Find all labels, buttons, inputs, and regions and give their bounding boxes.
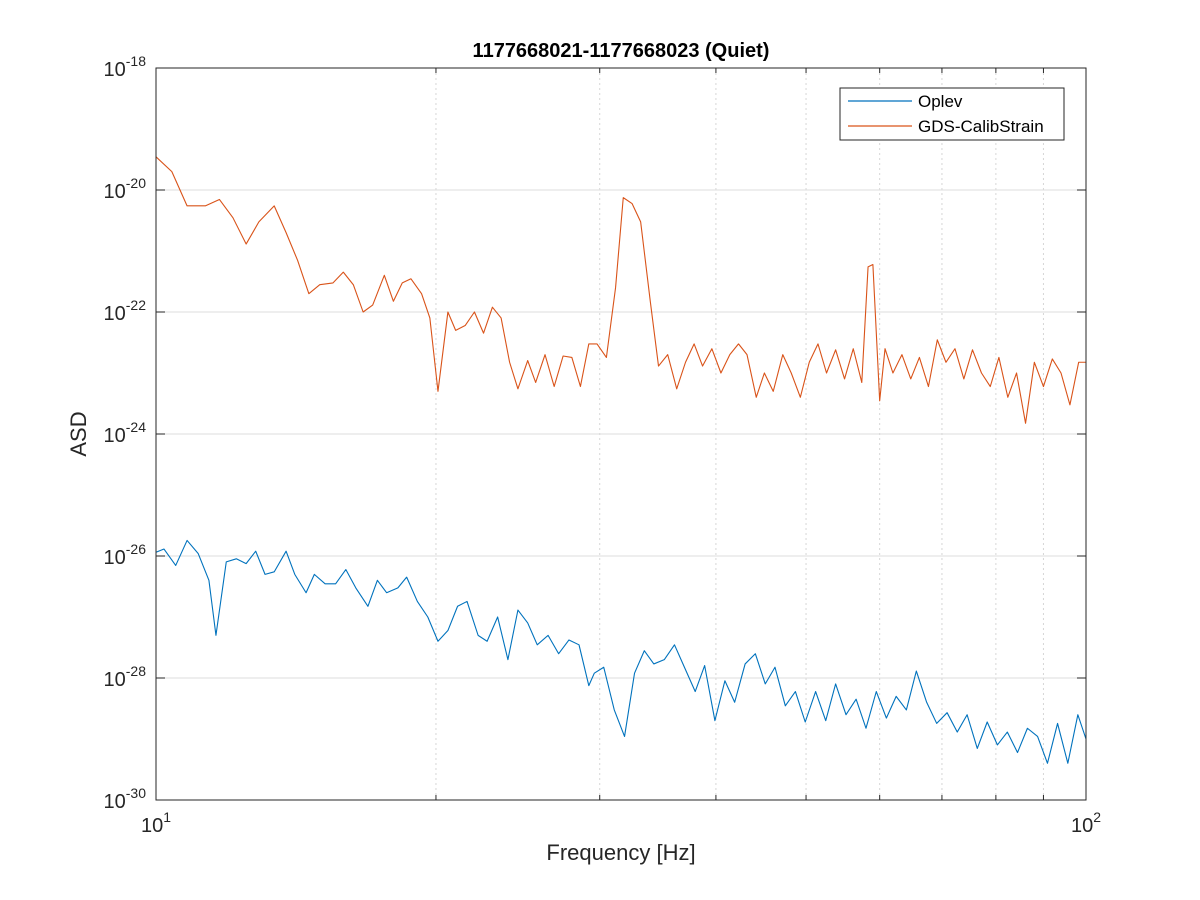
- y-tick-label: 10-18: [104, 53, 147, 81]
- series-line-oplev: [155, 539, 1087, 764]
- y-tick-label: 10-30: [104, 785, 147, 813]
- legend-label-oplev: Oplev: [918, 92, 963, 111]
- series-lines: [155, 156, 1087, 764]
- y-tick-label: 10-22: [104, 297, 147, 325]
- y-tick-label: 10-24: [104, 419, 147, 447]
- y-tick-label: 10-20: [104, 175, 147, 203]
- legend: Oplev GDS-CalibStrain: [839, 87, 1065, 141]
- axis-ticks: [155, 67, 1087, 801]
- x-tick-label: 101: [141, 809, 171, 837]
- series-line-gds-calibstrain: [155, 156, 1086, 424]
- chart-title: 1177668021-1177668023 (Quiet): [473, 40, 770, 62]
- legend-box: [839, 87, 1065, 141]
- y-tick-label: 10-26: [104, 541, 147, 569]
- y-tick-label: 10-28: [104, 663, 147, 691]
- y-axis-title: ASD: [66, 411, 91, 456]
- legend-label-gds-calibstrain: GDS-CalibStrain: [918, 117, 1044, 136]
- tick-labels: 10-30 10-28 10-26 10-24 10-22 10-20 10-18 101 10…: [104, 53, 1102, 837]
- grid-lines: [156, 68, 1086, 800]
- x-tick-label: 102: [1071, 809, 1101, 837]
- x-axis-title: Frequency [Hz]: [546, 840, 695, 865]
